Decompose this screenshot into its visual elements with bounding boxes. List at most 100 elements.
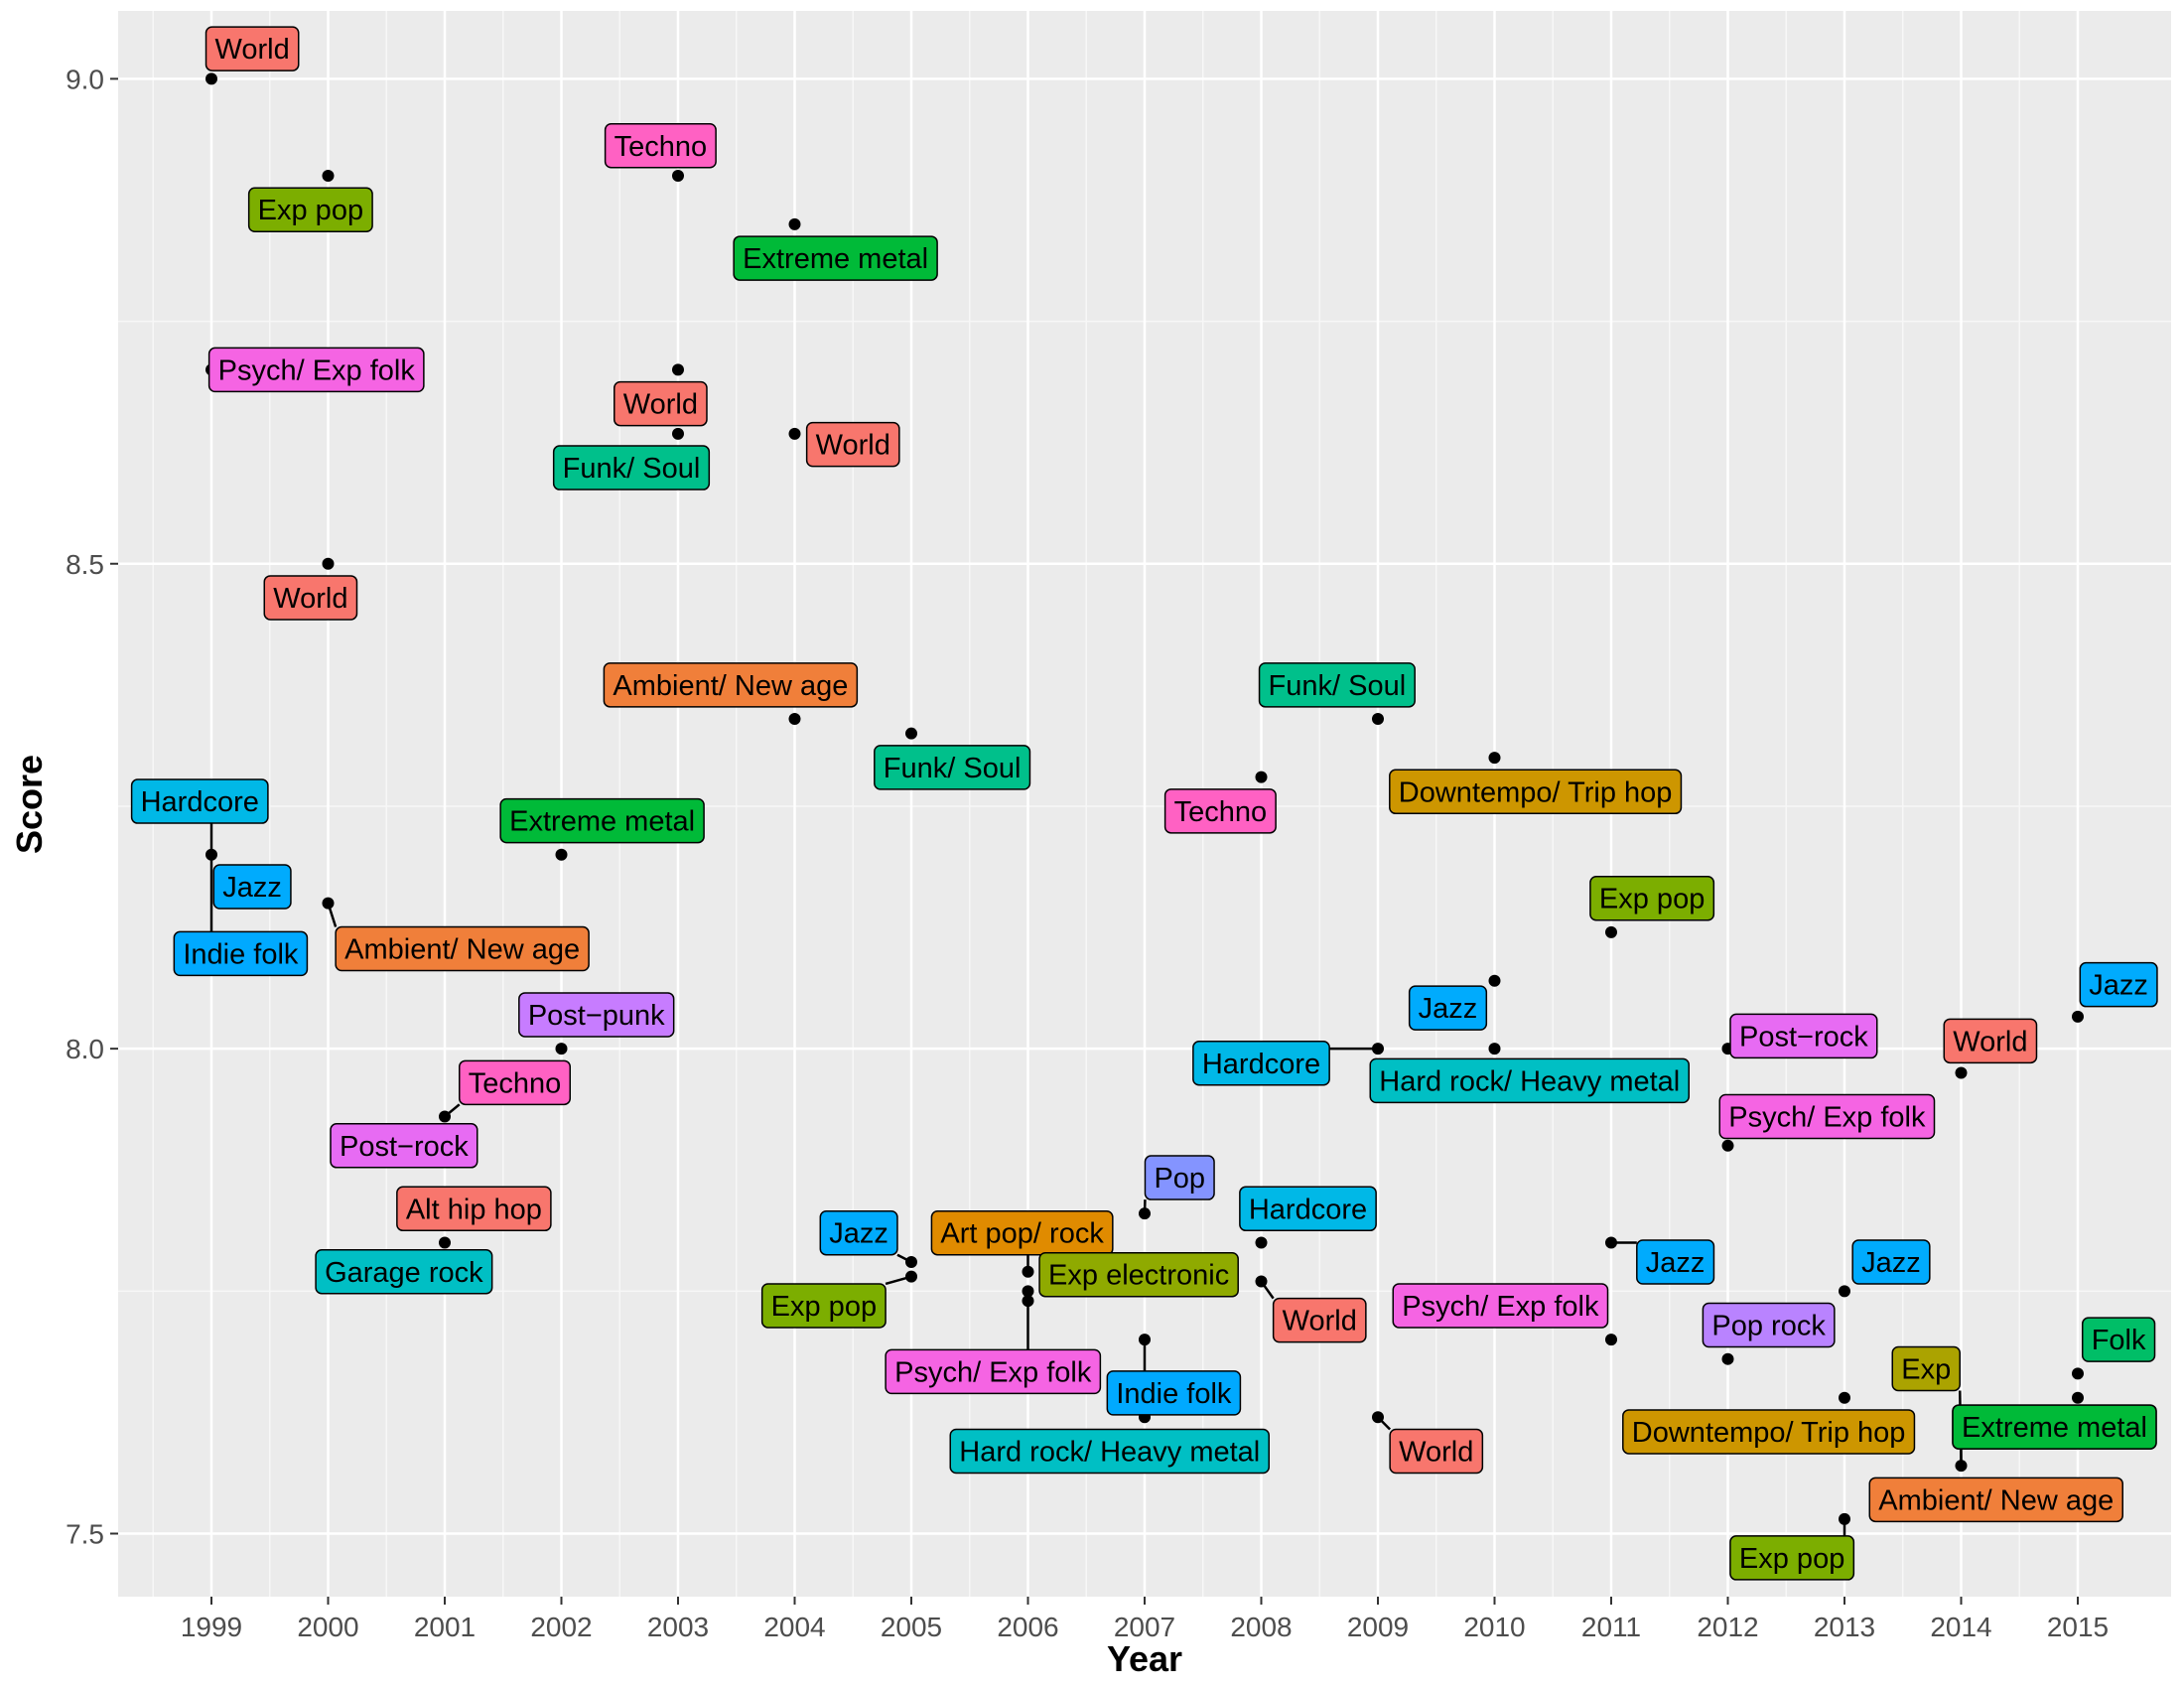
point-label: Pop <box>1154 1163 1205 1195</box>
point-label: Hardcore <box>141 786 259 818</box>
label-box: Jazz <box>1851 1239 1931 1285</box>
point-label: Jazz <box>1646 1247 1706 1279</box>
data-point <box>1488 1043 1501 1055</box>
label-box: World <box>614 380 708 427</box>
point-label: Jazz <box>2089 970 2148 1002</box>
point-label: Psych/ Exp folk <box>1728 1102 1926 1134</box>
data-point <box>2072 1391 2084 1404</box>
x-tick-label: 2000 <box>297 1612 358 1642</box>
label-background <box>1622 1409 1916 1455</box>
point-label: Downtempo/ Trip hop <box>1632 1417 1906 1449</box>
label-background <box>552 445 711 491</box>
data-point <box>1139 1334 1151 1346</box>
point-label: Pop rock <box>1711 1311 1826 1342</box>
label-background <box>930 1209 1114 1256</box>
data-point <box>905 727 917 740</box>
data-point <box>439 1110 451 1123</box>
label-box: Funk/ Soul <box>552 445 711 491</box>
label-box: Ambient/ New age <box>603 662 859 708</box>
label-box: Indie folk <box>1106 1370 1242 1416</box>
label-background <box>173 930 309 977</box>
data-point <box>1955 1460 1968 1473</box>
data-point <box>788 427 801 440</box>
data-point <box>1839 1285 1850 1298</box>
label-background <box>1192 1041 1330 1086</box>
data-point <box>672 427 684 440</box>
data-point <box>1839 1391 1850 1404</box>
x-tick-label: 2012 <box>1697 1612 1758 1642</box>
point-label: World <box>215 34 290 66</box>
label-background <box>1891 1345 1961 1392</box>
point-label: Hard rock/ Heavy metal <box>959 1436 1260 1468</box>
point-label: World <box>1953 1026 2027 1057</box>
label-box: World <box>263 575 358 621</box>
label-box: Jazz <box>819 1209 898 1256</box>
point-label: Downtempo/ Trip hop <box>1399 776 1673 808</box>
label-background <box>1389 769 1683 815</box>
point-label: Folk <box>2092 1325 2146 1356</box>
label-background <box>1369 1057 1690 1104</box>
x-tick-label: 2009 <box>1347 1612 1409 1642</box>
point-label: Garage rock <box>325 1257 483 1289</box>
label-background <box>335 925 590 972</box>
major-gridlines <box>118 11 2171 1597</box>
label-background <box>130 778 269 824</box>
label-background <box>874 745 1031 790</box>
point-label: Techno <box>614 131 708 163</box>
point-label: Exp pop <box>1739 1543 1844 1575</box>
point-label: Ambient/ New age <box>613 670 848 702</box>
label-box: Pop <box>1144 1155 1215 1200</box>
point-label: Psych/ Exp folk <box>894 1356 1092 1388</box>
data-point <box>1605 1236 1617 1249</box>
point-label: Techno <box>1174 796 1268 828</box>
point-label: World <box>1283 1306 1357 1337</box>
label-background <box>1392 1283 1609 1329</box>
x-tick-label: 2004 <box>763 1612 825 1642</box>
data-point <box>322 557 335 570</box>
label-background <box>263 575 358 621</box>
label-box: Ambient/ New age <box>335 925 590 972</box>
data-point <box>1255 1236 1268 1249</box>
point-label: Techno <box>469 1067 562 1099</box>
label-box: Exp <box>1891 1345 1961 1392</box>
point-label: Exp pop <box>1599 884 1705 915</box>
point-label: Jazz <box>1419 993 1478 1025</box>
label-box: World <box>1389 1428 1484 1475</box>
point-label: Alt hip hop <box>406 1194 542 1225</box>
label-background <box>1943 1018 2038 1064</box>
label-background <box>205 26 300 71</box>
label-background <box>1038 1251 1239 1298</box>
label-box: Exp pop <box>1589 875 1715 921</box>
label-box: Ambient/ New age <box>1868 1477 2123 1523</box>
point-label: Post−punk <box>528 1000 665 1032</box>
point-label: Hardcore <box>1202 1049 1320 1080</box>
data-point <box>1372 713 1384 726</box>
data-point <box>555 848 568 861</box>
y-axis: 7.5 8.0 8.5 9.0 <box>66 64 118 1550</box>
label-box: Techno <box>458 1059 572 1106</box>
label-box: Post−rock <box>1729 1013 1878 1059</box>
label-background <box>247 187 373 232</box>
point-label: Exp electronic <box>1048 1260 1229 1292</box>
data-point <box>555 1043 568 1055</box>
x-tick-label: 2002 <box>530 1612 592 1642</box>
label-background <box>1729 1535 1855 1581</box>
point-label: Extreme metal <box>509 806 695 838</box>
label-box: Hardcore <box>1192 1041 1330 1086</box>
data-point <box>2072 1367 2084 1380</box>
data-point <box>1255 1275 1268 1288</box>
label-box: Folk <box>2081 1317 2156 1362</box>
label-background <box>207 347 425 393</box>
point-label: Psych/ Exp folk <box>218 354 416 386</box>
point-label: Jazz <box>222 872 282 904</box>
label-background <box>330 1123 478 1169</box>
label-box: Jazz <box>2079 961 2158 1008</box>
label-background <box>1408 985 1488 1031</box>
label-background <box>1272 1297 1367 1343</box>
data-point <box>1022 1295 1034 1308</box>
label-box: Jazz <box>212 864 292 910</box>
point-label: Ambient/ New age <box>1878 1484 2114 1516</box>
label-background <box>1144 1155 1215 1200</box>
label-box: Extreme metal <box>733 235 938 281</box>
label-box: Psych/ Exp folk <box>1392 1283 1609 1329</box>
